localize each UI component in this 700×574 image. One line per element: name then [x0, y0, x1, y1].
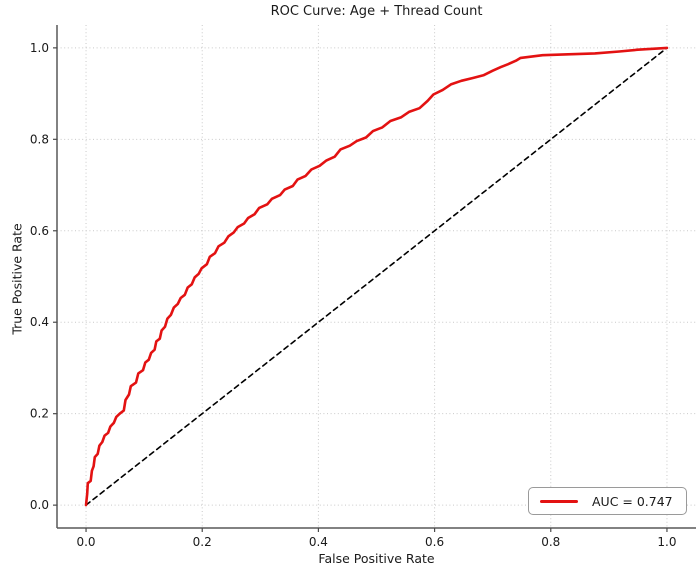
legend-line-sample: [540, 499, 578, 503]
x-tick-label: 1.0: [657, 535, 676, 549]
chart-title: ROC Curve: Age + Thread Count: [270, 4, 483, 19]
roc-curve-line: [84, 46, 669, 507]
y-tick-label: 0.0: [30, 498, 49, 512]
y-tick-label: 0.2: [30, 407, 49, 421]
y-tick-label: 0.6: [30, 224, 49, 238]
legend: AUC = 0.747: [528, 487, 687, 515]
y-tick-label: 1.0: [30, 41, 49, 55]
legend-label: AUC = 0.747: [592, 493, 673, 509]
x-tick-label: 0.8: [541, 535, 560, 549]
x-tick-label: 0.0: [76, 535, 95, 549]
x-tick-label: 0.2: [193, 535, 212, 549]
chance-diagonal-line: [85, 47, 668, 506]
x-axis-label: False Positive Rate: [318, 551, 435, 566]
x-tick-label: 0.6: [425, 535, 444, 549]
x-tick-label: 0.4: [309, 535, 328, 549]
y-tick-label: 0.8: [30, 132, 49, 146]
y-tick-label: 0.4: [30, 315, 49, 329]
